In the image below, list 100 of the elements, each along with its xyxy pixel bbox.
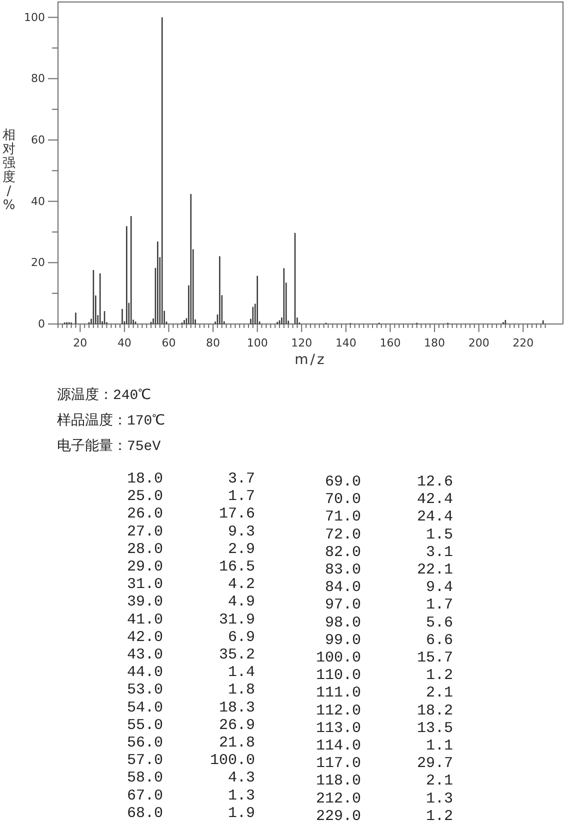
text: 43.0: [126, 646, 163, 664]
x-tick-label: 120: [291, 336, 312, 350]
text: 28.0: [126, 540, 163, 558]
text: 71.0: [324, 508, 361, 526]
y-tick-label: 40: [31, 194, 45, 208]
text: 31.0: [126, 576, 163, 594]
text: 5.6: [426, 614, 453, 632]
text: 67.0: [126, 787, 163, 804]
x-axis-title: m/z: [294, 352, 326, 368]
text: 70.0: [324, 491, 361, 508]
text: 25.0: [126, 488, 163, 506]
text: 69.0: [324, 474, 361, 490]
text: 源温度：240℃: [57, 387, 152, 404]
text: 4.9: [228, 594, 255, 611]
text: 9.4: [426, 579, 453, 596]
text: 42.0: [126, 628, 163, 646]
x-tick-label: 80: [206, 336, 220, 350]
text: 1.5: [426, 526, 453, 544]
text: 44.0: [126, 664, 163, 682]
text: 4.2: [228, 576, 255, 594]
text: 1.1: [426, 738, 453, 754]
x-tick-label: 60: [162, 336, 176, 350]
text: 9.3: [228, 523, 255, 540]
text: 1.7: [228, 488, 255, 506]
x-tick-label: 140: [335, 336, 356, 350]
text: 41.0: [126, 611, 163, 628]
text: 27.0: [126, 523, 163, 540]
text: 114.0: [316, 738, 361, 754]
text: 1.8: [228, 682, 255, 699]
text: 100.0: [210, 752, 255, 770]
text: 58.0: [126, 770, 163, 787]
text: 1.3: [426, 790, 453, 808]
text: 24.4: [416, 508, 453, 526]
text: 18.0: [126, 470, 163, 488]
text: 56.0: [126, 734, 163, 752]
text: 6.9: [228, 628, 255, 646]
text: 26.0: [126, 506, 163, 523]
text: 229.0: [316, 808, 361, 825]
text: 18.2: [416, 702, 453, 720]
x-tick-label: 200: [468, 336, 490, 350]
x-tick-label: 220: [512, 336, 534, 350]
text: 113.0: [316, 720, 361, 737]
text: 99.0: [324, 632, 361, 649]
text: 111.0: [316, 684, 361, 702]
y-tick-label: 80: [31, 72, 45, 86]
text: 21.8: [218, 734, 255, 752]
y-tick-label: 0: [38, 318, 45, 330]
text: 112.0: [316, 702, 361, 720]
text: 54.0: [126, 699, 163, 716]
x-tick-label: 160: [380, 336, 401, 350]
text: 1.3: [228, 787, 255, 804]
text: 83.0: [324, 562, 361, 578]
text: 82.0: [324, 544, 361, 561]
text: 12.6: [416, 474, 453, 490]
text: 57.0: [126, 752, 163, 770]
y-tick-label: 20: [31, 256, 45, 270]
text: 4.3: [228, 770, 255, 787]
text: 212.0: [316, 790, 361, 808]
x-tick-label: 20: [73, 336, 88, 350]
text: 42.4: [416, 491, 453, 508]
text: 97.0: [324, 596, 361, 614]
text: 117.0: [316, 755, 361, 772]
text: 29.0: [126, 558, 163, 576]
text: 31.9: [218, 611, 255, 628]
text: 6.6: [426, 632, 453, 649]
text: 53.0: [126, 682, 163, 699]
y-axis-title: 相对强度/%: [2, 128, 16, 212]
text: 样品温度：170℃: [57, 412, 166, 430]
text: 电子能量：75eV: [57, 438, 162, 455]
text: 98.0: [324, 614, 361, 632]
text: 15.7: [416, 650, 453, 666]
text: 55.0: [126, 716, 163, 734]
text: 1.2: [426, 808, 453, 825]
x-tick-label: 100: [246, 336, 268, 350]
x-tick-label: 40: [117, 336, 132, 350]
text: 1.2: [426, 667, 453, 684]
text: 3.1: [426, 544, 453, 561]
text: 3.7: [228, 470, 255, 488]
text: 1.7: [426, 596, 453, 614]
text: 110.0: [316, 667, 361, 684]
text: 22.1: [416, 562, 453, 578]
text: 68.0: [126, 804, 163, 822]
text: 118.0: [316, 772, 361, 790]
y-tick-label: 60: [31, 134, 45, 146]
text: 29.7: [416, 755, 453, 772]
text: 2.9: [228, 540, 255, 558]
text: 16.5: [218, 558, 255, 576]
x-tick-label: 180: [424, 336, 446, 350]
text: 84.0: [324, 579, 361, 596]
text: 2.1: [426, 772, 453, 790]
text: 1.4: [228, 664, 255, 682]
text: 26.9: [218, 716, 255, 734]
text: 39.0: [126, 594, 163, 611]
text: 18.3: [218, 699, 255, 716]
text: 1.9: [228, 804, 255, 822]
text: 13.5: [416, 720, 453, 737]
y-tick-label: 100: [24, 10, 45, 24]
text: 72.0: [324, 526, 361, 544]
text: 100.0: [316, 650, 361, 666]
text: 35.2: [218, 646, 255, 664]
